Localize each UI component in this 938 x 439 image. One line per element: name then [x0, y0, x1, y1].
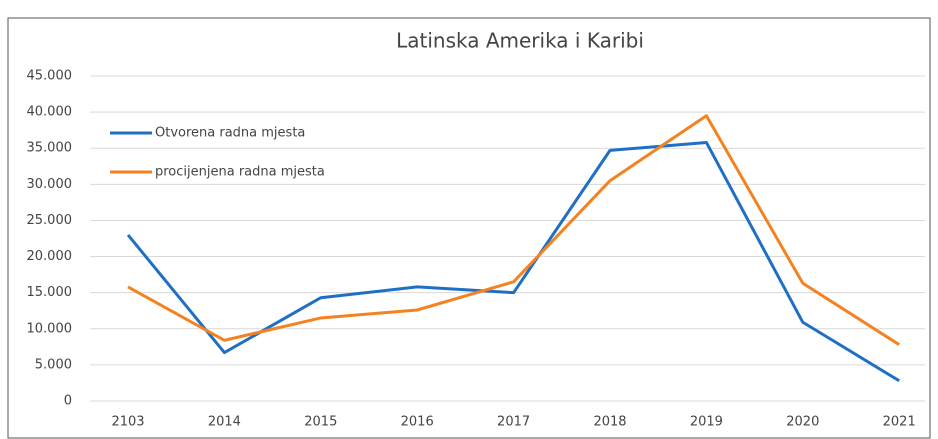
y-tick-label: 20.000 — [27, 249, 73, 264]
x-tick-label: 2020 — [786, 415, 819, 430]
chart-title: Latinska Amerika i Karibi — [396, 29, 644, 53]
y-tick-label: 30.000 — [27, 177, 73, 192]
chart-border — [7, 17, 931, 439]
x-tick-label: 2019 — [690, 415, 723, 430]
y-tick-label: 45.000 — [27, 69, 73, 84]
x-tick-label: 2018 — [593, 415, 626, 430]
y-tick-label: 15.000 — [27, 285, 73, 300]
legend-label: procijenjena radna mjesta — [155, 165, 325, 180]
x-tick-label: 2017 — [497, 415, 530, 430]
x-tick-label: 2016 — [401, 415, 434, 430]
x-tick-label: 2015 — [304, 415, 337, 430]
y-tick-label: 5.000 — [35, 357, 72, 372]
legend-label: Otvorena radna mjesta — [155, 126, 305, 141]
y-tick-label: 35.000 — [27, 141, 73, 156]
y-tick-label: 10.000 — [27, 321, 73, 336]
x-tick-label: 2014 — [208, 415, 241, 430]
y-tick-label: 0 — [64, 394, 72, 409]
x-tick-label: 2021 — [883, 415, 916, 430]
y-tick-label: 40.000 — [27, 105, 73, 120]
series-line — [127, 114, 901, 346]
x-tick-label: 2103 — [111, 415, 144, 430]
y-tick-label: 25.000 — [27, 213, 73, 228]
